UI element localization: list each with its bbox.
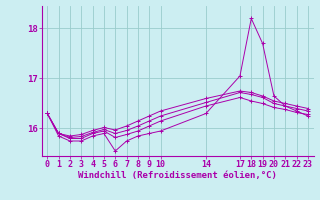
X-axis label: Windchill (Refroidissement éolien,°C): Windchill (Refroidissement éolien,°C) bbox=[78, 171, 277, 180]
